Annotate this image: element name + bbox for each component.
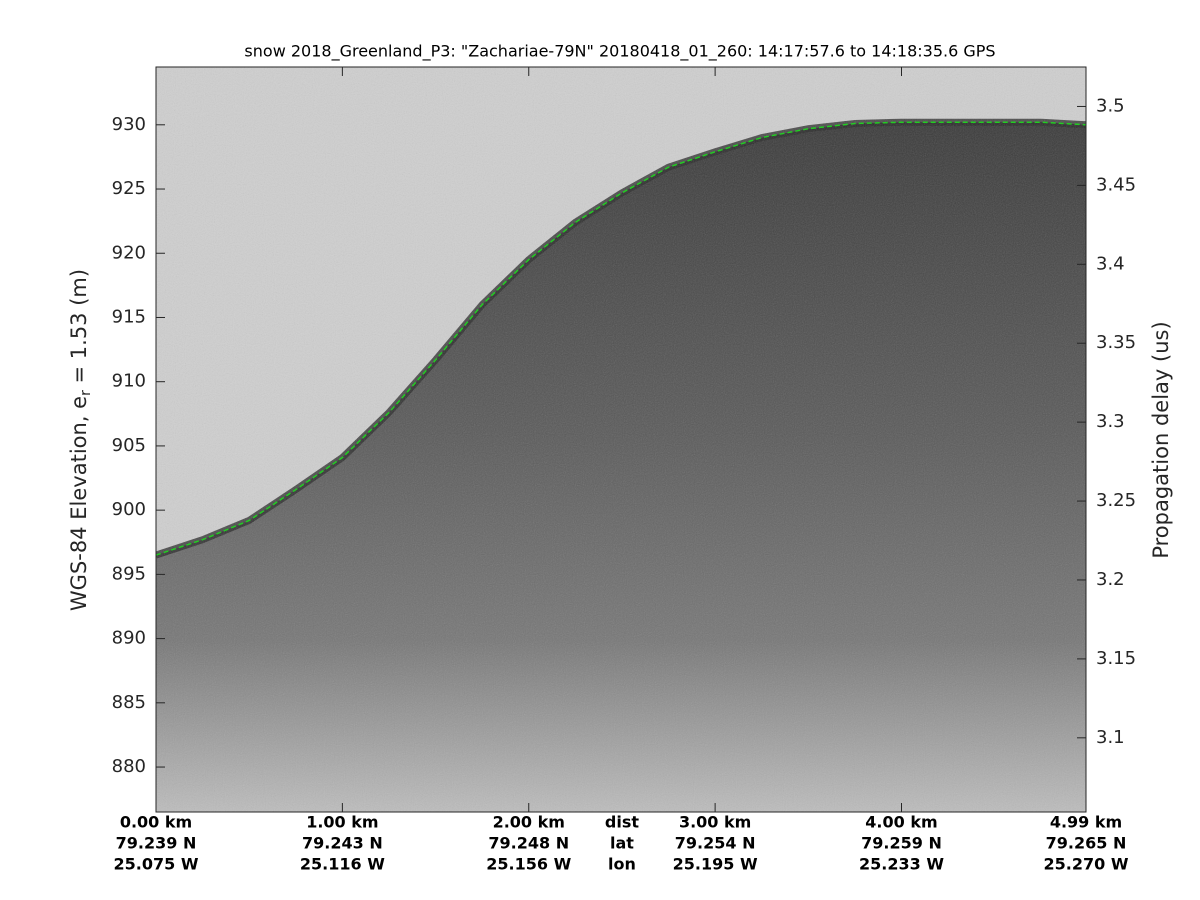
y-tick-label: 910 bbox=[112, 371, 146, 392]
y-axis-label-main: WGS-84 Elevation, e bbox=[67, 396, 91, 611]
chart-title: snow 2018_Greenland_P3: "Zachariae-79N" … bbox=[244, 42, 995, 62]
y-axis-label-sub: r bbox=[78, 390, 94, 396]
lat-label: 79.243 N bbox=[302, 834, 383, 853]
y2-tick-label: 3.3 bbox=[1096, 411, 1125, 432]
lon-label: 25.156 W bbox=[486, 855, 571, 874]
y2-tick-label: 3.2 bbox=[1096, 569, 1125, 590]
y2-axis-label: Propagation delay (us) bbox=[1149, 321, 1173, 558]
y2-tick-label: 3.15 bbox=[1096, 648, 1136, 669]
surface-line bbox=[156, 121, 1086, 556]
lon-label: 25.116 W bbox=[300, 855, 385, 874]
y-tick-label: 885 bbox=[112, 692, 146, 713]
row-label: lat bbox=[610, 834, 634, 853]
y2-tick-label: 3.1 bbox=[1096, 727, 1125, 748]
row-label: lon bbox=[608, 855, 636, 874]
x-tick-label: 4.99 km bbox=[1050, 813, 1122, 832]
y-axis-label: WGS-84 Elevation, er = 1.53 (m) bbox=[67, 269, 94, 611]
x-tick-label: 2.00 km bbox=[493, 813, 565, 832]
x-tick-label: 4.00 km bbox=[865, 813, 937, 832]
y-tick-label: 890 bbox=[112, 628, 146, 649]
x-tick-label: 3.00 km bbox=[679, 813, 751, 832]
lon-label: 25.075 W bbox=[114, 855, 199, 874]
lat-label: 79.254 N bbox=[675, 834, 756, 853]
y-tick-label: 920 bbox=[112, 242, 146, 263]
y-axis-label-rest: = 1.53 (m) bbox=[67, 269, 91, 390]
y2-tick-label: 3.35 bbox=[1096, 332, 1136, 353]
y-tick-label: 900 bbox=[112, 499, 146, 520]
lon-label: 25.270 W bbox=[1044, 855, 1129, 874]
lon-label: 25.233 W bbox=[859, 855, 944, 874]
x-tick-label: 0.00 km bbox=[120, 813, 192, 832]
row-label: dist bbox=[605, 813, 639, 832]
y-tick-label: 905 bbox=[112, 435, 146, 456]
y-tick-label: 930 bbox=[112, 114, 146, 135]
y2-tick-label: 3.4 bbox=[1096, 253, 1125, 274]
y-tick-label: 925 bbox=[112, 178, 146, 199]
lat-label: 79.265 N bbox=[1046, 834, 1127, 853]
lat-label: 79.248 N bbox=[488, 834, 569, 853]
y-tick-label: 895 bbox=[112, 563, 146, 584]
y2-tick-label: 3.25 bbox=[1096, 490, 1136, 511]
y2-tick-label: 3.45 bbox=[1096, 174, 1136, 195]
lat-label: 79.239 N bbox=[116, 834, 197, 853]
noise bbox=[156, 67, 1086, 812]
y-tick-label: 880 bbox=[112, 756, 146, 777]
x-tick-label: 1.00 km bbox=[306, 813, 378, 832]
y2-tick-label: 3.5 bbox=[1096, 95, 1125, 116]
lat-label: 79.259 N bbox=[861, 834, 942, 853]
y-tick-label: 915 bbox=[112, 306, 146, 327]
lon-label: 25.195 W bbox=[673, 855, 758, 874]
plot-frame bbox=[155, 66, 1087, 813]
